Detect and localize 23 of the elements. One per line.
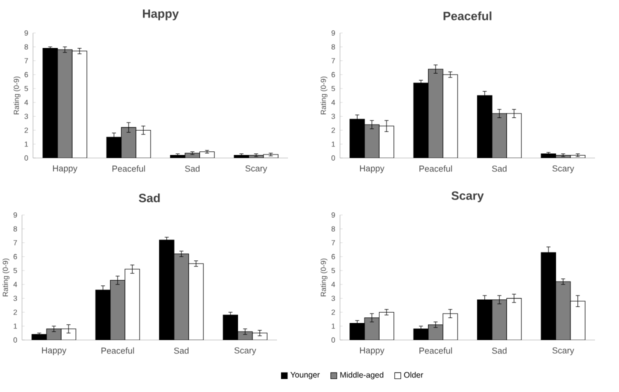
x-tick-label: Sad	[185, 165, 200, 172]
x-tick-label: Sad	[492, 347, 507, 354]
x-tick-label: Sad	[492, 165, 507, 172]
chart-title: Peaceful	[444, 11, 492, 20]
chart-title: Happy	[142, 10, 179, 20]
chart-title: Scary	[452, 191, 484, 202]
x-tick-label: Scary	[245, 165, 268, 174]
chart-title: Sad	[138, 193, 160, 202]
x-tick-label: Happy	[360, 347, 384, 356]
x-tick-label: Peaceful	[419, 165, 452, 172]
x-tick-label: Scary	[552, 165, 574, 174]
x-tick-label: Happy	[53, 165, 78, 174]
x-tick-label: Scary	[234, 347, 256, 356]
legend-label: Younger	[290, 372, 320, 380]
legend-label: Middle-aged	[340, 372, 384, 380]
x-tick-label: Peaceful	[419, 347, 452, 354]
x-tick-label: Happy	[360, 165, 384, 174]
x-tick-label: Happy	[42, 347, 66, 356]
x-tick-label: Sad	[174, 347, 189, 354]
x-tick-label: Peaceful	[101, 347, 134, 354]
legend-label: Older	[404, 372, 424, 378]
x-tick-label: Peaceful	[112, 165, 145, 172]
x-tick-label: Scary	[552, 347, 574, 356]
